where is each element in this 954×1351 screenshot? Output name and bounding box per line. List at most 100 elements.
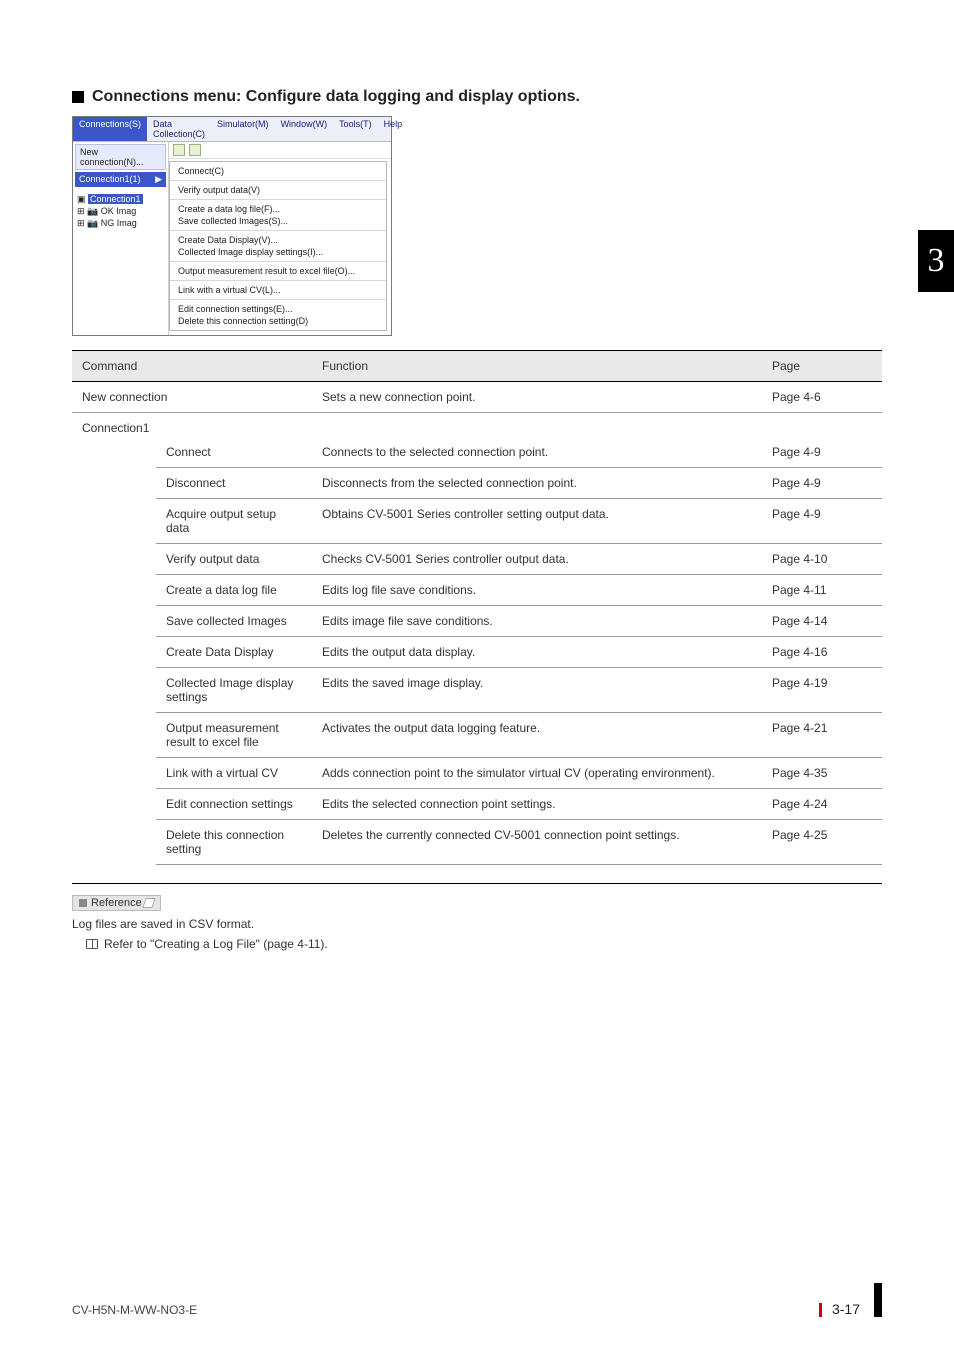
heading-bullet-icon <box>72 91 84 103</box>
table-row: DisconnectDisconnects from the selected … <box>156 468 882 499</box>
screenshot-right-pane: Connect(C) Verify output data(V) Create a … <box>169 142 391 335</box>
cell-page: Page 4-35 <box>762 758 882 788</box>
heading-text: Connections menu: Configure data logging… <box>92 88 580 106</box>
table-row: Save collected ImagesEdits image file sa… <box>156 606 882 637</box>
table-sub-rows: ConnectConnects to the selected connecti… <box>156 437 882 865</box>
screenshot-submenu: Connect(C) Verify output data(V) Create a … <box>169 161 387 331</box>
footer-bar-icon <box>874 1283 882 1317</box>
screenshot-submenu-group: Link with a virtual CV(L)... <box>170 280 386 299</box>
screenshot-submenu-group: Create a data log file(F)...Save collect… <box>170 199 386 230</box>
table-row: Acquire output setup dataObtains CV-5001… <box>156 499 882 544</box>
screenshot-submenu-item: Create a data log file(F)... <box>178 203 378 215</box>
tree-item: ⊞ 📷 OK Imag <box>77 205 164 217</box>
screenshot-menu-item: Tools(T) <box>333 117 378 141</box>
cell-function: Obtains CV-5001 Series controller settin… <box>312 499 762 543</box>
table-row: Collected Image display settingsEdits th… <box>156 668 882 713</box>
cell-function: Edits the selected connection point sett… <box>312 789 762 819</box>
cell-function: Deletes the currently connected CV-5001 … <box>312 820 762 864</box>
table-row: Output measurement result to excel fileA… <box>156 713 882 758</box>
table-group-label: Connection1 <box>72 413 882 437</box>
table-header-row: Command Function Page <box>72 351 882 382</box>
toolbar-icon <box>173 144 185 156</box>
screenshot-tree: ▣ Connection1 ⊞ 📷 OK Imag⊞ 📷 NG Imag <box>73 191 168 235</box>
table-row: Delete this connection settingDeletes th… <box>156 820 882 865</box>
screenshot-submenu-group: Verify output data(V) <box>170 180 386 199</box>
table-row: Link with a virtual CVAdds connection po… <box>156 758 882 789</box>
screenshot-submenu-item: Output measurement result to excel file(… <box>178 265 378 277</box>
screenshot-new-connection: New connection(N)... <box>75 144 166 170</box>
cell-function: Edits log file save conditions. <box>312 575 762 605</box>
screenshot-menu-item: Connections(S) <box>73 117 147 141</box>
screenshot-menubar: Connections(S)Data Collection(C)Simulato… <box>73 117 391 142</box>
section-heading: Connections menu: Configure data logging… <box>72 88 882 106</box>
cell-function: Disconnects from the selected connection… <box>312 468 762 498</box>
screenshot-mock: Connections(S)Data Collection(C)Simulato… <box>72 116 392 336</box>
cell-function: Edits the output data display. <box>312 637 762 667</box>
reference-line2-row: Refer to "Creating a Log File" (page 4-1… <box>86 937 882 951</box>
cell-page: Page 4-19 <box>762 668 882 712</box>
tree-root-label: Connection1 <box>88 194 143 204</box>
cell-command: Acquire output setup data <box>156 499 312 543</box>
cell-page: Page 4-10 <box>762 544 882 574</box>
cell-command: Disconnect <box>156 468 312 498</box>
book-icon <box>86 939 98 949</box>
table-row: Edit connection settingsEdits the select… <box>156 789 882 820</box>
cell-page: Page 4-6 <box>762 382 882 412</box>
screenshot-submenu-group: Connect(C) <box>170 162 386 180</box>
cell-command: Edit connection settings <box>156 789 312 819</box>
table-header-function: Function <box>312 351 762 381</box>
cell-page: Page 4-25 <box>762 820 882 864</box>
table-row: Create a data log fileEdits log file sav… <box>156 575 882 606</box>
toolbar-icon <box>189 144 201 156</box>
screenshot-submenu-item: Save collected Images(S)... <box>178 215 378 227</box>
table-row: New connection Sets a new connection poi… <box>72 382 882 413</box>
screenshot-submenu-item: Edit connection settings(E)... <box>178 303 378 315</box>
cell-page: Page 4-21 <box>762 713 882 757</box>
table-header-command: Command <box>72 351 312 381</box>
cell-command: Create Data Display <box>156 637 312 667</box>
cell-function: Edits image file save conditions. <box>312 606 762 636</box>
screenshot-left-pane: New connection(N)... Connection1(1)▶ ▣ C… <box>73 142 169 335</box>
screenshot-submenu-item: Delete this connection setting(D) <box>178 315 378 327</box>
cell-function: Checks CV-5001 Series controller output … <box>312 544 762 574</box>
table-row: Create Data DisplayEdits the output data… <box>156 637 882 668</box>
cell-command: Save collected Images <box>156 606 312 636</box>
screenshot-submenu-group: Output measurement result to excel file(… <box>170 261 386 280</box>
screenshot-selected-connection-label: Connection1(1) <box>79 174 141 185</box>
page-footer: CV-H5N-M-WW-NO3-E 3-17 <box>72 1283 882 1317</box>
cell-command: Verify output data <box>156 544 312 574</box>
screenshot-submenu-group: Edit connection settings(E)...Delete thi… <box>170 299 386 330</box>
screenshot-menu-item: Help <box>378 117 409 141</box>
chapter-side-tab: 3 <box>918 230 954 292</box>
cell-command: Output measurement result to excel file <box>156 713 312 757</box>
cell-page: Page 4-9 <box>762 468 882 498</box>
footer-doc-code: CV-H5N-M-WW-NO3-E <box>72 1303 197 1317</box>
cell-page: Page 4-16 <box>762 637 882 667</box>
reference-line2: Refer to "Creating a Log File" (page 4-1… <box>104 937 328 951</box>
screenshot-submenu-item: Collected Image display settings(I)... <box>178 246 378 258</box>
cell-command: Create a data log file <box>156 575 312 605</box>
cell-function: Adds connection point to the simulator v… <box>312 758 762 788</box>
cell-page: Page 4-9 <box>762 437 882 467</box>
screenshot-submenu-item: Verify output data(V) <box>178 184 378 196</box>
reference-flag-icon <box>142 898 156 908</box>
cell-page: Page 4-24 <box>762 789 882 819</box>
reference-square-icon <box>79 899 87 907</box>
reference-section: Reference Log files are saved in CSV for… <box>72 883 882 951</box>
cell-function: Edits the saved image display. <box>312 668 762 712</box>
footer-page-wrap: 3-17 <box>819 1283 882 1317</box>
screenshot-menu-item: Window(W) <box>275 117 334 141</box>
tree-item: ⊞ 📷 NG Imag <box>77 217 164 229</box>
tree-toggle-icon: ▣ <box>77 194 88 204</box>
footer-accent-icon <box>819 1303 822 1317</box>
footer-page-number: 3-17 <box>832 1301 860 1317</box>
reference-line1: Log files are saved in CSV format. <box>72 917 882 931</box>
table-header-page: Page <box>762 351 882 381</box>
table-row: Verify output dataChecks CV-5001 Series … <box>156 544 882 575</box>
cell-command: Collected Image display settings <box>156 668 312 712</box>
screenshot-menu-item: Data Collection(C) <box>147 117 211 141</box>
cell-page: Page 4-14 <box>762 606 882 636</box>
screenshot-submenu-group: Create Data Display(V)...Collected Image… <box>170 230 386 261</box>
cell-function: Activates the output data logging featur… <box>312 713 762 757</box>
screenshot-toolbar <box>169 142 391 159</box>
